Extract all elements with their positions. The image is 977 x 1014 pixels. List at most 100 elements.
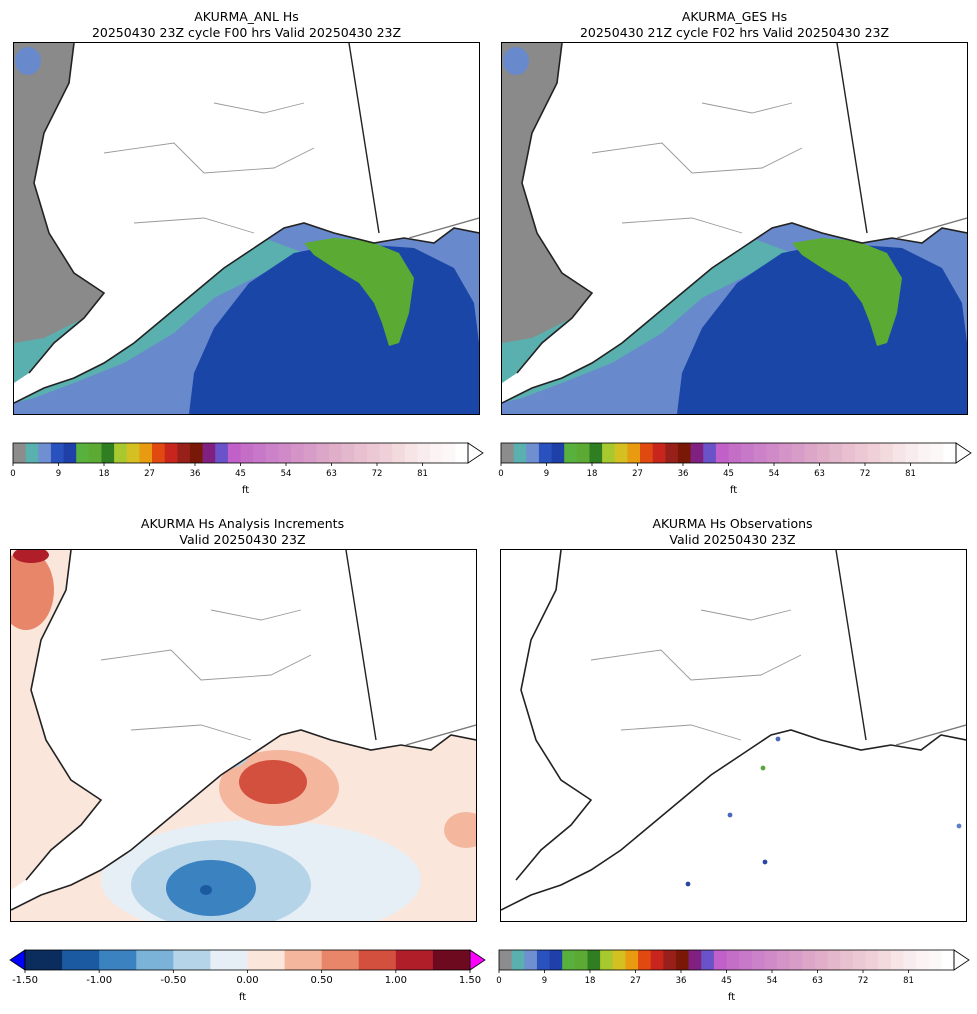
colorbar-segment bbox=[713, 950, 727, 970]
colorbar-segment bbox=[501, 443, 515, 463]
colorbar-tick-label: 63 bbox=[812, 976, 823, 986]
colorbar-segment bbox=[574, 950, 588, 970]
colorbar-segment bbox=[63, 443, 77, 463]
colorbar-tick-label: 81 bbox=[417, 469, 428, 479]
colorbar-tick-label: -1.00 bbox=[86, 975, 112, 986]
colorbar-segment bbox=[663, 950, 677, 970]
colorbar-segment bbox=[941, 950, 955, 970]
colorbar-segment bbox=[455, 443, 469, 463]
colorbar-tick-label: 18 bbox=[585, 976, 596, 986]
colorbar-segment bbox=[379, 443, 393, 463]
colorbar-segment bbox=[741, 443, 755, 463]
colorbar-segment bbox=[726, 950, 740, 970]
colorbar-segment bbox=[328, 443, 343, 463]
colorbar-segment bbox=[600, 950, 614, 970]
colorbar-segment bbox=[321, 950, 360, 970]
colorbar-segment bbox=[827, 950, 841, 970]
colorbar-segment bbox=[536, 950, 551, 970]
panel3-colorbar-unit: ft bbox=[238, 992, 247, 1003]
colorbar-tick-label: 1.50 bbox=[459, 975, 481, 986]
colorbar-segment bbox=[852, 950, 867, 970]
panel3-title-line2: Valid 20250430 23Z bbox=[179, 532, 306, 547]
colorbar-segment bbox=[878, 950, 892, 970]
panel2-map-guess bbox=[501, 42, 968, 415]
colorbar-segment bbox=[358, 950, 397, 970]
colorbar-segment bbox=[816, 443, 831, 463]
colorbar-segment bbox=[865, 950, 879, 970]
colorbar-segment bbox=[404, 443, 418, 463]
colorbar-tick-label: 36 bbox=[676, 976, 687, 986]
colorbar-tick-label: 1.00 bbox=[385, 975, 407, 986]
panel4-title-line1: AKURMA Hs Observations bbox=[652, 516, 813, 531]
colorbar-tick-label: -0.50 bbox=[160, 975, 186, 986]
panel3-title: AKURMA Hs Analysis Increments Valid 2025… bbox=[10, 516, 475, 548]
colorbar-segment bbox=[576, 443, 590, 463]
obs-point bbox=[760, 765, 766, 771]
panel2-colorbar-unit: ft bbox=[729, 485, 738, 496]
colorbar-segment bbox=[829, 443, 843, 463]
colorbar-segment bbox=[715, 443, 729, 463]
colorbar-segment bbox=[25, 443, 39, 463]
colorbar-segment bbox=[202, 443, 216, 463]
colorbar-segment bbox=[764, 950, 778, 970]
colorbar-segment bbox=[739, 950, 753, 970]
colorbar-segment bbox=[210, 950, 248, 970]
colorbar-segment bbox=[777, 950, 791, 970]
colorbar-segment bbox=[728, 443, 742, 463]
colorbar-segment bbox=[892, 443, 906, 463]
colorbar-extend-max-arrow bbox=[953, 949, 970, 971]
colorbar-tick-label: 81 bbox=[905, 469, 916, 479]
colorbar-tick-label: 0.50 bbox=[311, 975, 333, 986]
panel4-title-line2: Valid 20250430 23Z bbox=[669, 532, 796, 547]
colorbar-segment bbox=[99, 950, 137, 970]
colorbar-segment bbox=[513, 443, 527, 463]
colorbar-tick-label: 27 bbox=[144, 469, 155, 479]
colorbar-segment bbox=[278, 443, 292, 463]
colorbar-tick-label: 54 bbox=[769, 469, 780, 479]
colorbar-segment bbox=[638, 950, 652, 970]
colorbar-segment bbox=[602, 443, 616, 463]
colorbar-tick-label: 0 bbox=[498, 469, 503, 479]
colorbar-segment bbox=[890, 950, 904, 970]
colorbar-extend-max-arrow bbox=[955, 442, 972, 464]
colorbar-segment bbox=[589, 443, 603, 463]
colorbar-segment bbox=[253, 443, 267, 463]
colorbar-segment bbox=[526, 443, 540, 463]
colorbar-tick-label: 9 bbox=[544, 469, 549, 479]
colorbar-segment bbox=[38, 443, 52, 463]
colorbar-tick-label: 9 bbox=[56, 469, 61, 479]
colorbar-tick-label: 18 bbox=[587, 469, 598, 479]
panel2-title: AKURMA_GES Hs 20250430 21Z cycle F02 hrs… bbox=[502, 9, 967, 41]
colorbar-segment bbox=[789, 950, 803, 970]
colorbar-segment bbox=[650, 950, 664, 970]
colorbar-segment bbox=[291, 443, 305, 463]
colorbar-tick-label: -1.50 bbox=[12, 975, 38, 986]
panel3-title-line1: AKURMA Hs Analysis Increments bbox=[140, 516, 345, 531]
colorbar-tick-label: 63 bbox=[326, 469, 337, 479]
panel1-title-line1: AKURMA_ANL Hs bbox=[194, 9, 299, 24]
colorbar-segment bbox=[928, 950, 942, 970]
colorbar-tick-label: 0.00 bbox=[236, 975, 258, 986]
colorbar-segment bbox=[316, 443, 330, 463]
colorbar-segment bbox=[918, 443, 932, 463]
obs-point bbox=[727, 812, 733, 818]
colorbar-segment bbox=[640, 443, 654, 463]
colorbar-tick-label: 27 bbox=[632, 469, 643, 479]
colorbar-tick-label: 0 bbox=[10, 469, 15, 479]
colorbar-segment bbox=[840, 950, 854, 970]
colorbar-segment bbox=[395, 950, 434, 970]
colorbar-segment bbox=[665, 443, 679, 463]
colorbar-segment bbox=[779, 443, 793, 463]
colorbar-tick-label: 54 bbox=[767, 976, 778, 986]
colorbar-segment bbox=[903, 950, 917, 970]
colorbar-segment bbox=[524, 950, 538, 970]
colorbar-tick-label: 72 bbox=[372, 469, 383, 479]
colorbar-segment bbox=[499, 950, 513, 970]
colorbar-segment bbox=[652, 443, 666, 463]
colorbar-segment bbox=[625, 950, 639, 970]
colorbar-segment bbox=[13, 443, 27, 463]
colorbar-segment bbox=[114, 443, 128, 463]
obs-point bbox=[762, 859, 768, 865]
colorbar-tick-label: 45 bbox=[235, 469, 246, 479]
colorbar-segment bbox=[417, 443, 431, 463]
